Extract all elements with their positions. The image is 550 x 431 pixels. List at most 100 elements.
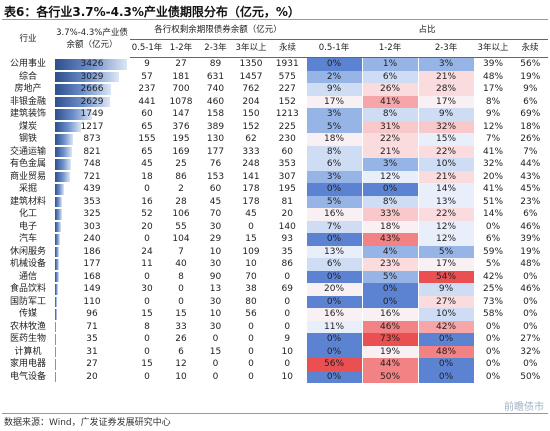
amount-cell: 11 [141,259,153,269]
amount-cell: 153 [206,171,225,182]
industry-name: 采掘 [18,184,37,194]
amount-cell: 90 [209,271,222,282]
share-cell: 18% [511,120,549,133]
amount-cell: 7 [178,246,184,257]
share-cell: 12% [417,220,475,233]
amount-cell: 25 [175,159,187,169]
table-row: 非银金融 2629 441 1078 460 204 152 17% 41% 17% 8% 6% [2,95,549,108]
share-cell: 6% [361,70,419,83]
balance-value: 31 [86,346,98,357]
top-rule [2,19,548,20]
balance-cell: 325 [54,208,130,221]
share-cell: 16% [305,208,363,221]
amount-cell: 109 [242,246,260,257]
table-row: 煤炭 1217 65 376 389 152 225 5% 31% 32% 12% 18% [2,120,549,133]
balance-value: 721 [83,171,101,182]
amount-cell: 45 [141,159,153,169]
balance-value: 177 [83,259,101,269]
amount-cell: 0 [248,334,254,344]
table-row: 有色金属 748 45 25 76 248 353 6% 3% 10% 32% 44% [2,158,549,171]
amount-cell: 13 [209,284,222,294]
watermark: 前瞻债市 [504,402,544,413]
table-row: 汽车 240 0 104 29 15 93 0% 43% 12% 6% 39% [2,233,549,246]
share-cell: 28% [417,83,475,96]
industry-name: 通信 [18,271,37,282]
share-cell: 0% [305,57,363,71]
balance-value: 110 [83,296,101,307]
table-row: 交通运输 821 65 169 177 333 60 8% 21% 22% 41% 7% [2,145,549,158]
amount-cell: 33 [175,321,187,332]
share-cell: 12% [473,120,513,133]
balance-bar [55,309,58,320]
share-cell: 0% [511,308,549,321]
amount-cell: 1350 [239,59,263,69]
share-cell: 17% [473,83,513,96]
share-cell: 11% [305,320,363,333]
share-cell: 39% [473,57,513,71]
share-cell: 42% [473,270,513,283]
share-cell: 41% [361,95,419,108]
amount-cell: 86 [281,259,293,269]
balance-value: 439 [83,184,101,194]
balance-value: 748 [83,159,101,169]
header-maturity-group: 各行权剩余期限债券余额（亿元） [130,21,307,40]
amount-cell: 1457 [239,71,263,82]
balance-value: 20 [86,371,98,382]
amount-cell: 70 [245,271,257,282]
share-cell: 19% [511,70,549,83]
share-cell: 8% [305,145,363,158]
share-cell: 14% [417,183,475,196]
amount-cell: 80 [245,296,257,307]
share-cell: 21% [361,145,419,158]
amount-cell: 130 [206,134,225,144]
share-cell: 0% [511,295,549,308]
table-row: 公用事业 3426 9 27 89 1350 1931 0% 1% 3% 39% 56% [2,57,549,71]
table-row: 建筑装饰 1749 60 147 158 150 1213 3% 8% 9% 9% 69% [2,108,549,121]
amount-cell: 152 [278,96,296,107]
share-cell: 9% [417,108,475,121]
share-cell: 6% [305,158,363,171]
amount-cell: 9 [144,59,150,69]
table-row: 家用电器 27 15 12 0 0 0 56% 44% 0% 0% 0% [2,358,549,371]
industry-name: 房地产 [14,84,42,94]
share-cell: 0% [511,320,549,333]
amount-cell: 177 [206,146,225,157]
balance-cell: 110 [54,296,130,309]
share-cell: 32% [473,158,513,171]
share-cell: 50% [361,370,419,383]
header-industry: 行业 [19,34,37,45]
balance-cell: 177 [54,258,130,271]
share-cell: 5% [305,120,363,133]
amount-cell: 30 [209,221,222,232]
table-row: 电子 303 20 55 30 0 140 7% 18% 12% 0% 46% [2,220,549,233]
industry-name: 非银金融 [9,96,46,107]
amount-cell: 204 [242,96,260,107]
header-amount-4: 永续 [269,39,307,58]
amount-cell: 16 [141,196,153,207]
amount-cell: 0 [144,296,150,307]
balance-cell: 20 [54,371,130,384]
share-cell: 51% [473,195,513,208]
amount-cell: 158 [206,109,225,119]
table-row: 农林牧渔 71 8 33 30 0 0 11% 46% 42% 0% 0% [2,320,549,333]
share-cell: 14% [473,208,513,221]
share-cell: 58% [473,308,513,321]
amount-cell: 38 [245,284,257,294]
amount-cell: 15 [245,234,257,244]
amount-cell: 155 [138,134,156,144]
industry-name: 传媒 [18,309,37,319]
balance-cell: 31 [54,346,130,359]
share-cell: 43% [361,233,419,246]
amount-cell: 0 [144,334,150,344]
balance-cell: 27 [54,358,130,371]
amount-cell: 60 [141,109,153,119]
amount-cell: 65 [141,146,153,157]
balance-bar [55,321,57,332]
share-cell: 18% [361,220,419,233]
header-share-2: 2-3年 [418,39,475,58]
amount-cell: 89 [209,59,222,69]
amount-cell: 0 [248,321,254,332]
balance-bar [55,334,56,345]
amount-cell: 152 [242,121,260,132]
industry-name: 电气设备 [9,371,46,382]
